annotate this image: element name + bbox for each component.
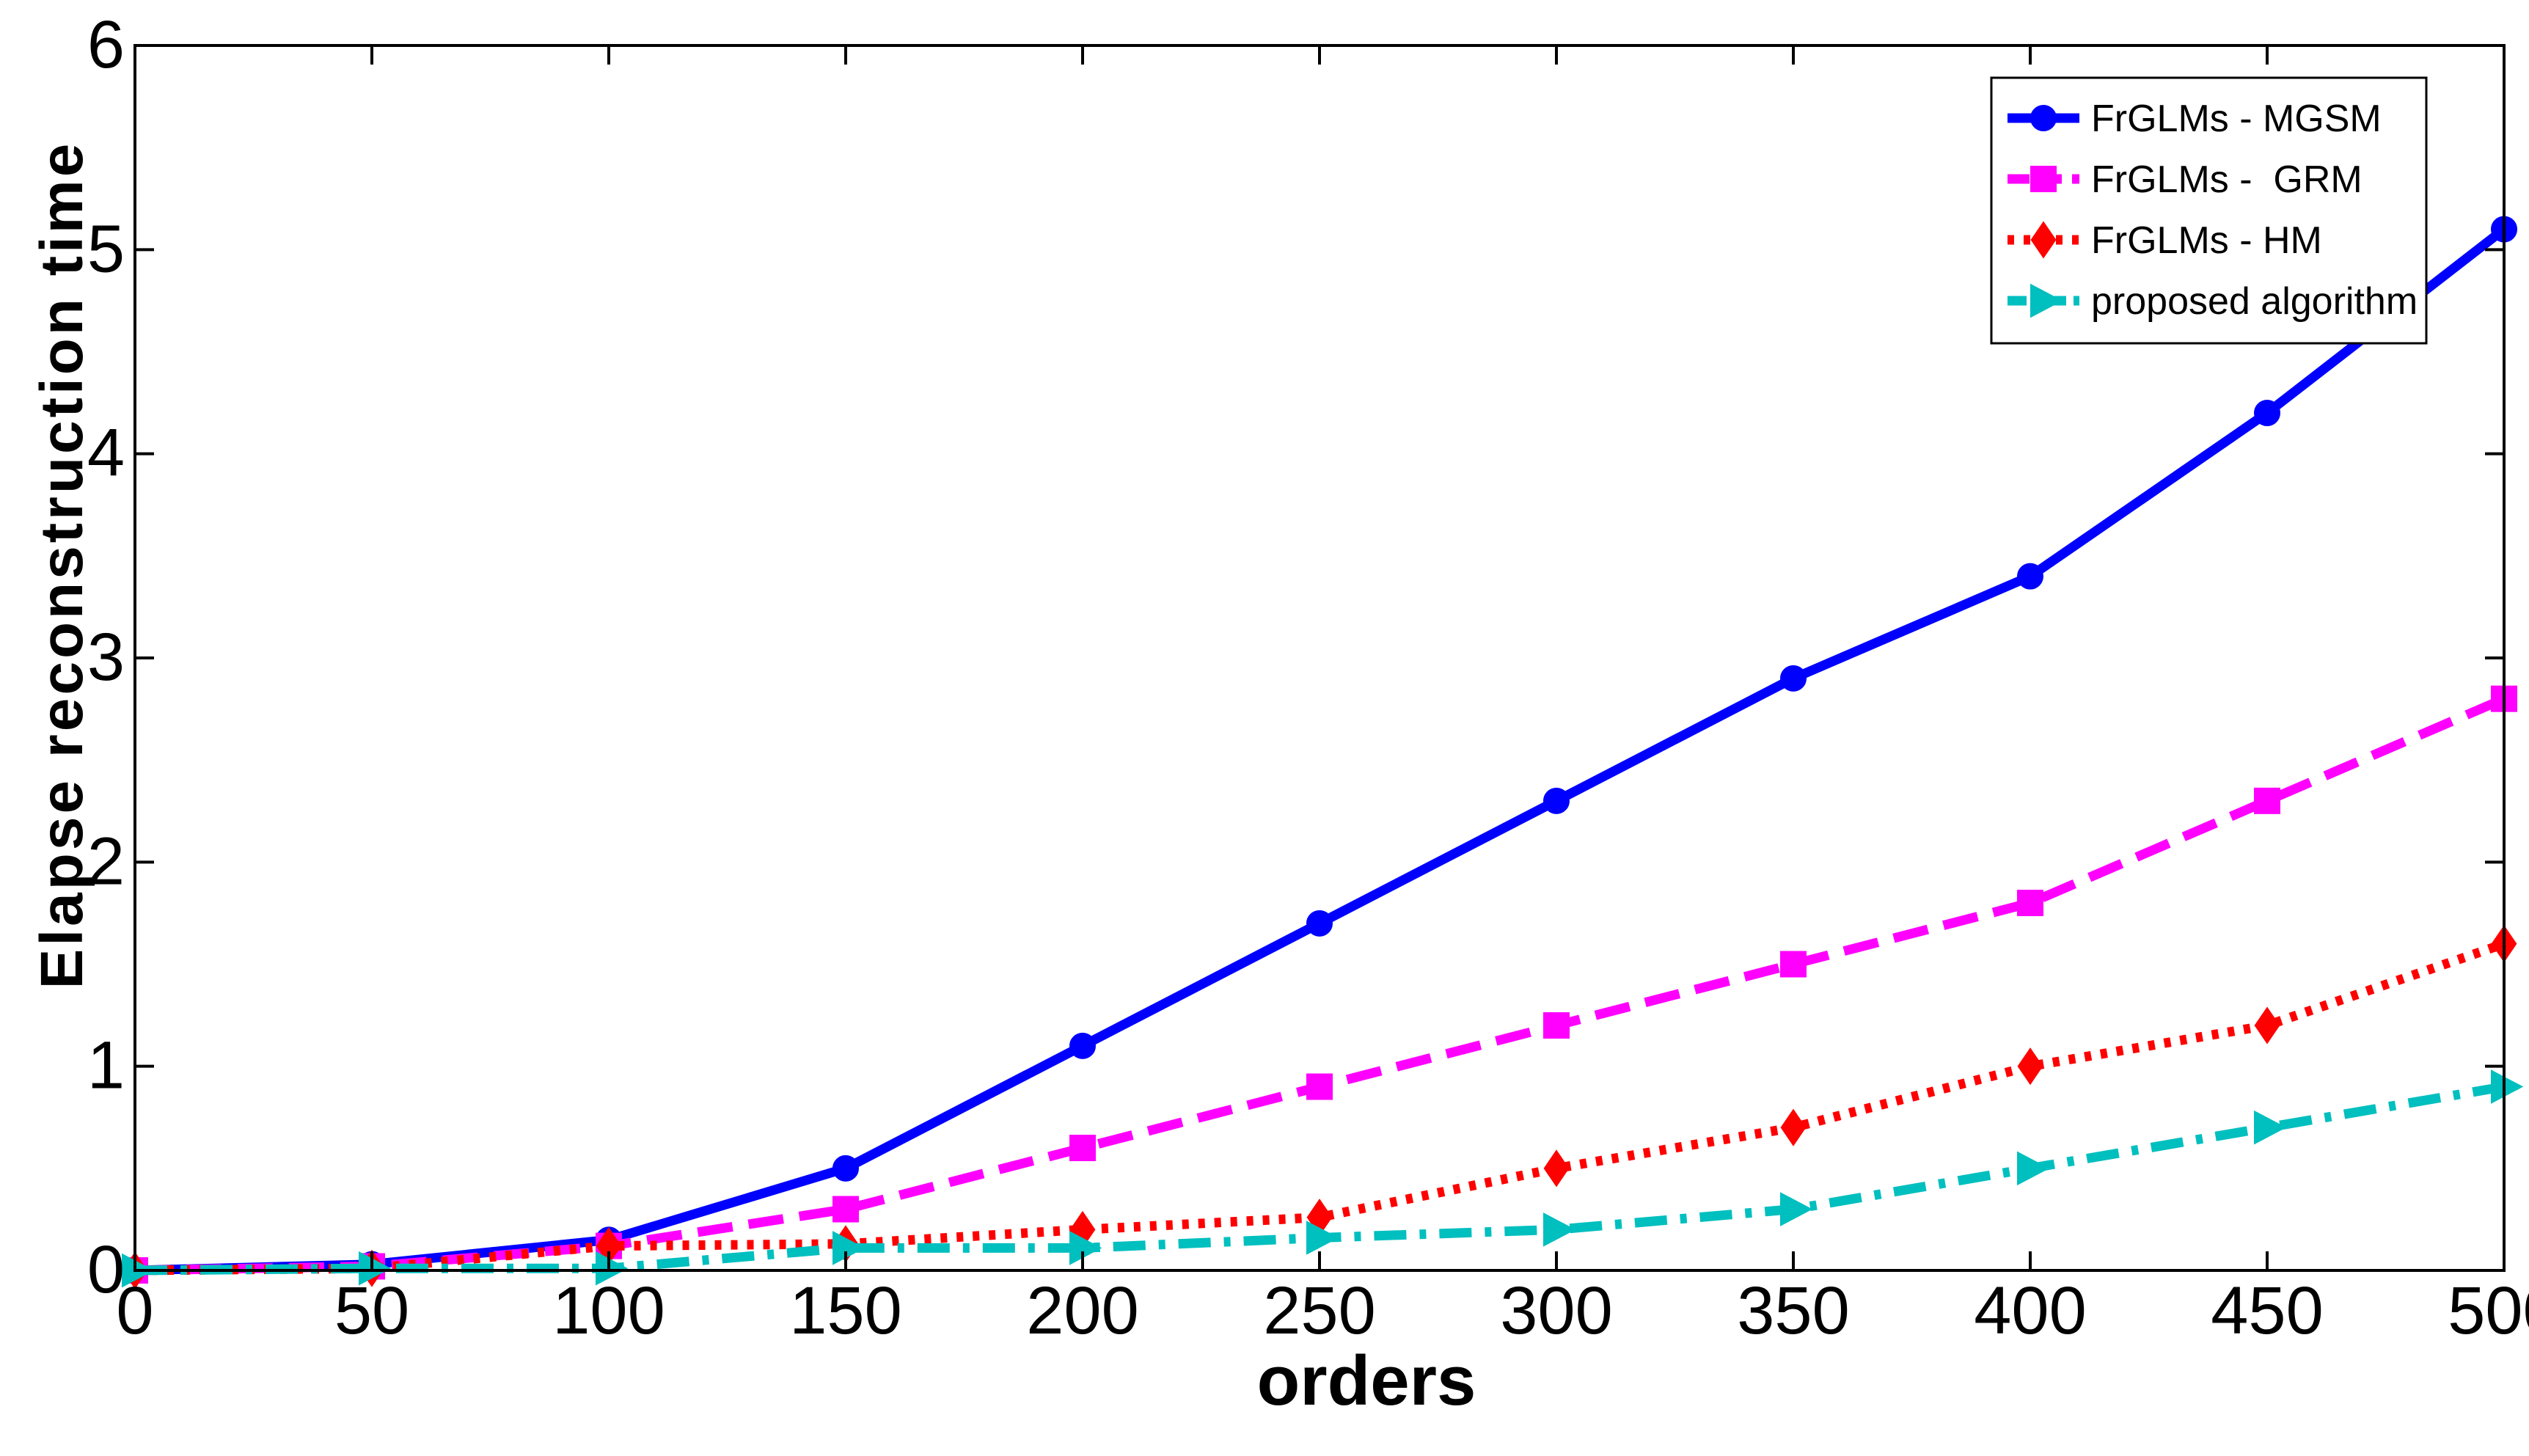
axes: 0 50 100 150 200 250 300 350 400 450 500 0 1 2 3 4 5 6 bbox=[87, 7, 2529, 1348]
y-tick-label: 0 bbox=[87, 1232, 125, 1307]
legend-marker bbox=[2030, 283, 2063, 318]
data-point bbox=[1069, 1135, 1096, 1161]
data-point bbox=[1306, 910, 1333, 937]
y-axis-title: Elapse reconstruction time bbox=[29, 141, 95, 989]
series-4 bbox=[122, 1069, 2524, 1288]
legend-label: FrGLMs - HM bbox=[2091, 219, 2322, 262]
x-tick-label: 200 bbox=[1026, 1273, 1139, 1348]
legend-marker bbox=[2030, 221, 2057, 259]
legend-item[interactable]: FrGLMs - GRM bbox=[2008, 158, 2363, 201]
x-tick-label: 50 bbox=[334, 1273, 409, 1348]
legend-item[interactable]: proposed algorithm bbox=[2008, 280, 2418, 323]
legend-item[interactable]: FrGLMs - MGSM bbox=[2008, 98, 2382, 140]
data-point bbox=[1069, 1032, 1096, 1059]
data-point bbox=[832, 1231, 865, 1265]
data-point bbox=[2254, 400, 2280, 426]
x-tick-label: 100 bbox=[552, 1273, 665, 1348]
data-point bbox=[1543, 1012, 1570, 1039]
legend-item[interactable]: FrGLMs - HM bbox=[2008, 219, 2322, 262]
x-tick-label: 150 bbox=[789, 1273, 902, 1348]
data-point bbox=[2017, 890, 2043, 916]
data-point bbox=[1780, 665, 1807, 692]
data-point bbox=[596, 1251, 629, 1286]
data-point bbox=[1780, 951, 1807, 978]
x-tick-label: 0 bbox=[116, 1273, 153, 1348]
x-tick-label: 350 bbox=[1737, 1273, 1850, 1348]
x-tick-label: 300 bbox=[1500, 1273, 1613, 1348]
data-point bbox=[2017, 563, 2043, 590]
x-tick-label: 250 bbox=[1263, 1273, 1376, 1348]
data-point bbox=[2491, 1069, 2524, 1104]
legend-label: FrGLMs - MGSM bbox=[2091, 98, 2382, 140]
data-point bbox=[1543, 787, 1570, 814]
y-tick-label: 1 bbox=[87, 1028, 125, 1103]
x-tick-label: 500 bbox=[2448, 1273, 2529, 1348]
y-tick-label: 6 bbox=[87, 7, 125, 82]
data-point bbox=[832, 1196, 859, 1223]
data-point bbox=[832, 1155, 859, 1182]
y-tick-label: 5 bbox=[87, 211, 125, 286]
data-point bbox=[1069, 1231, 1102, 1265]
data-point bbox=[1306, 1221, 1339, 1255]
x-tick-label: 400 bbox=[1974, 1273, 2087, 1348]
data-point bbox=[2017, 1151, 2050, 1186]
data-point bbox=[2254, 1006, 2280, 1045]
legend[interactable]: FrGLMs - MGSM FrGLMs - GRM FrGLMs - HM prop… bbox=[1990, 76, 2428, 345]
data-point bbox=[2017, 1047, 2043, 1086]
y-tick-label: 3 bbox=[87, 620, 125, 695]
data-point bbox=[1306, 1073, 1333, 1100]
data-point bbox=[1780, 1192, 1813, 1226]
legend-marker bbox=[2030, 166, 2057, 192]
legend-marker bbox=[2030, 105, 2057, 131]
data-point bbox=[2254, 787, 2280, 814]
data-point bbox=[2254, 1110, 2287, 1145]
legend-label: FrGLMs - GRM bbox=[2091, 158, 2363, 201]
series-group bbox=[122, 216, 2524, 1289]
legend-label: proposed algorithm bbox=[2091, 280, 2418, 323]
x-tick-label: 450 bbox=[2211, 1273, 2324, 1348]
data-point bbox=[1780, 1108, 1807, 1146]
y-tick-label: 2 bbox=[87, 824, 125, 899]
x-axis-title: orders bbox=[1257, 1342, 1476, 1420]
data-point bbox=[1543, 1212, 1576, 1247]
data-point bbox=[1543, 1149, 1570, 1188]
data-point bbox=[359, 1251, 392, 1286]
y-tick-label: 4 bbox=[87, 416, 125, 491]
